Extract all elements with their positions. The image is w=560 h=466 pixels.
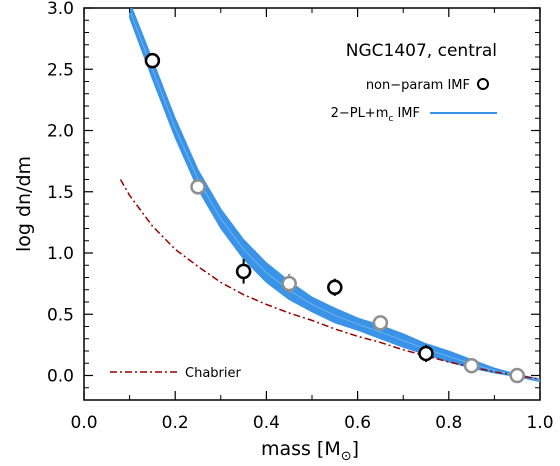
ticks-group: 0.0 0.2 0.4 0.6 0.8 1.0 0.0 0.5 1.0 1.5 2.0 2.5 3.0 xyxy=(47,0,554,433)
data-point-gray xyxy=(372,315,389,331)
legend-pl-label-end: IMF xyxy=(393,106,420,121)
x-tick-label: 0.8 xyxy=(435,413,462,433)
y-tick-label: 3.0 xyxy=(47,0,74,19)
y-tick-label: 0.0 xyxy=(47,367,74,387)
legend-pl-label: 2−PL+mc IMF xyxy=(331,106,420,124)
data-point-black xyxy=(327,279,343,296)
x-axis-label-sub: ⊙ xyxy=(341,449,352,461)
x-tick-label: 0.0 xyxy=(70,413,97,433)
y-tick-label: 2.5 xyxy=(47,60,74,80)
y-tick-label: 2.0 xyxy=(47,122,74,142)
x-axis-label: mass [M⊙] xyxy=(261,438,359,461)
data-point-gray xyxy=(463,357,480,374)
points-group xyxy=(144,52,525,384)
y-tick-label: 0.5 xyxy=(47,305,74,325)
y-tick-label: 1.0 xyxy=(47,244,74,264)
legend-nonparam-label: non−param IMF xyxy=(366,78,470,93)
y-axis-label: log dn/dm xyxy=(13,156,35,252)
x-tick-label: 0.6 xyxy=(344,413,371,433)
data-point-black xyxy=(144,52,161,69)
pl-imf-band-line xyxy=(129,9,540,381)
chabrier-line xyxy=(119,179,540,380)
data-point-gray xyxy=(281,275,297,292)
data-point-black xyxy=(235,263,252,280)
x-tick-label: 1.0 xyxy=(526,413,553,433)
annotation-text: NGC1407, central xyxy=(346,41,497,61)
legend-chabrier-label: Chabrier xyxy=(185,366,241,381)
data-point-black xyxy=(418,345,434,362)
data-point-gray xyxy=(509,367,525,384)
pl-imf-band xyxy=(129,8,540,383)
legend-pl-label-sub: c xyxy=(388,114,393,124)
legend-nonparam-marker xyxy=(477,78,489,90)
y-tick-label: 1.5 xyxy=(47,183,74,203)
data-point-gray xyxy=(190,179,206,195)
x-tick-label: 0.4 xyxy=(253,413,280,433)
chabrier-group xyxy=(119,179,540,380)
x-axis-label-end: ] xyxy=(352,438,359,460)
x-tick-label: 0.2 xyxy=(162,413,189,433)
